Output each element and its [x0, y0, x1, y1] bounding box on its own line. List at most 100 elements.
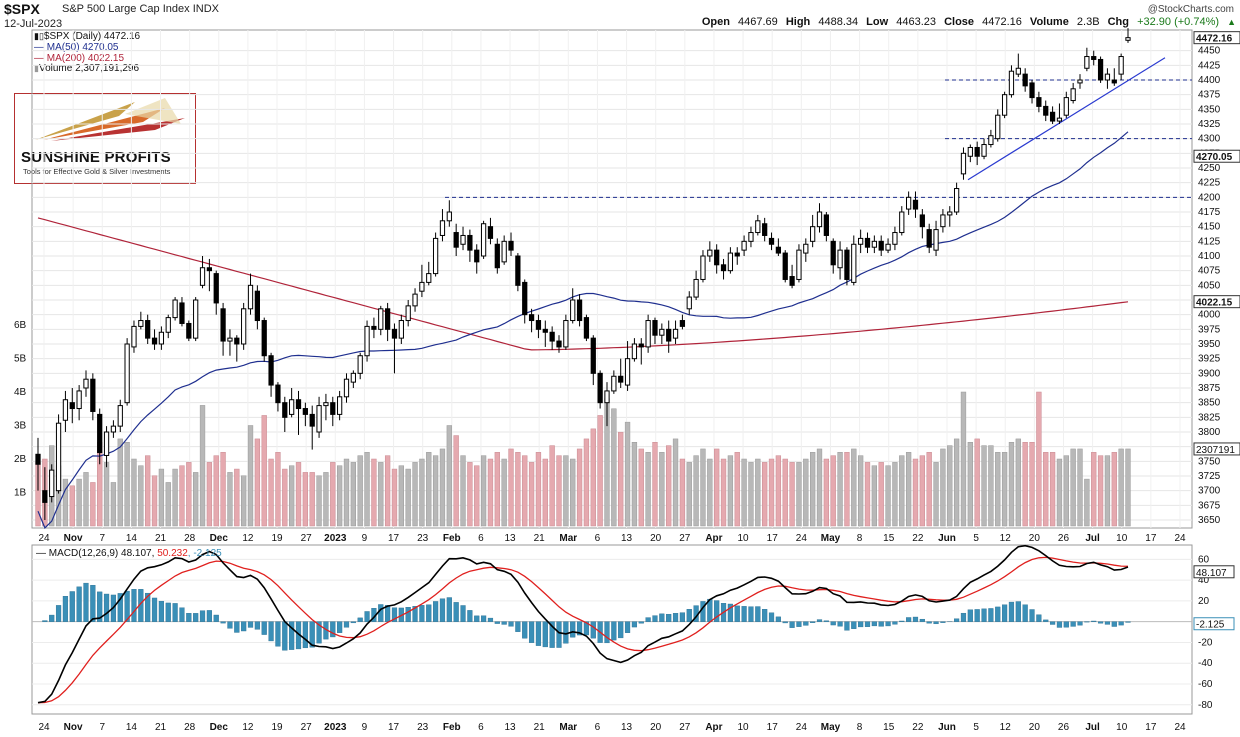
x-tick-label: Apr: [705, 533, 722, 544]
volume-bar: [172, 468, 178, 527]
volume-bar: [426, 452, 432, 527]
macd-legend-hist: , -2.125: [188, 548, 222, 559]
candle-down: [508, 240, 514, 251]
x-tick-label-macd: 21: [155, 722, 167, 733]
x-tick-label-macd: 13: [621, 722, 633, 733]
candle-down: [467, 234, 473, 251]
price-tick-label: 4450: [1198, 46, 1221, 57]
macd-histogram-bar: [145, 592, 151, 622]
volume-bar: [1125, 448, 1131, 527]
macd-histogram-bar: [302, 621, 308, 649]
price-tick-label: 4050: [1198, 280, 1221, 291]
volume-bar: [947, 445, 953, 527]
x-tick-label-macd: 2023: [324, 722, 347, 733]
macd-histogram-bar: [316, 621, 322, 644]
candle-up: [1015, 67, 1021, 75]
ma50-tag: 4270.05: [1196, 152, 1233, 163]
price-tick-label: 3700: [1198, 486, 1221, 497]
macd-histogram-bar: [1056, 621, 1063, 628]
volume-bar: [487, 458, 494, 527]
macd-histogram-bar: [391, 607, 398, 622]
legend-volume: ▮Volume 2,307,191,296: [34, 63, 139, 74]
macd-histogram-bar: [426, 604, 432, 622]
macd-histogram-bar: [995, 606, 1001, 622]
macd-panel-frame: [31, 544, 1193, 715]
high-value: 4488.34: [818, 16, 859, 28]
x-tick-label-macd: 15: [883, 722, 895, 733]
candle-down: [179, 302, 185, 324]
volume-bar: [672, 438, 679, 527]
macd-histogram-bar: [1125, 621, 1131, 623]
volume-bar: [330, 462, 336, 527]
candle-down: [542, 328, 548, 333]
candle-down: [734, 252, 740, 257]
candle-down: [590, 337, 596, 374]
macd-histogram-bar: [734, 605, 740, 622]
macd-histogram-bar: [433, 601, 439, 622]
volume-bar: [631, 442, 638, 527]
candle-down: [549, 331, 555, 342]
volume-bar: [350, 462, 356, 527]
macd-histogram-bar: [364, 611, 370, 622]
candle-down: [556, 340, 562, 348]
volume-bar: [892, 462, 898, 527]
volume-bar: [720, 458, 727, 527]
candle-down: [652, 320, 658, 336]
x-tick-label: Jun: [938, 533, 956, 544]
macd-histogram-bar: [933, 621, 939, 625]
macd-histogram-bar: [576, 621, 583, 636]
volume-bar: [988, 445, 994, 527]
candle-down: [535, 320, 542, 330]
candle-down: [220, 308, 226, 342]
stockcharts-credit[interactable]: @StockCharts.com: [1147, 4, 1234, 15]
candle-up: [1008, 70, 1015, 96]
candle-up: [193, 299, 199, 339]
price-tick-label: 4175: [1198, 207, 1221, 218]
volume-bar: [748, 462, 754, 527]
volume-bar: [412, 462, 418, 527]
candle-up: [49, 469, 55, 498]
macd-histogram-bar: [405, 607, 411, 622]
macd-histogram-bar: [926, 621, 932, 624]
logo-tagline: Tools for Effective Gold & Silver Invest…: [23, 167, 171, 176]
x-tick-label-macd: 14: [126, 722, 138, 733]
x-tick-label: 7: [99, 533, 105, 544]
trendline: [967, 57, 1166, 181]
macd-histogram-bar: [631, 621, 638, 628]
legend-ma200-text: MA(200) 4022.15: [46, 53, 125, 64]
macd-histogram-bar: [1070, 621, 1076, 627]
x-tick-label-macd: 6: [478, 722, 484, 733]
x-tick-label: 28: [184, 533, 196, 544]
candle-up: [659, 328, 665, 336]
macd-histogram-bar: [49, 614, 55, 622]
macd-histogram-bar: [878, 621, 884, 627]
volume-bar: [439, 448, 446, 527]
candle-up: [110, 425, 117, 433]
candle-up: [316, 405, 322, 433]
x-tick-label-macd: 28: [184, 722, 196, 733]
candle-down: [775, 246, 782, 254]
volume-bar: [590, 428, 596, 527]
x-tick-label-macd: 19: [271, 722, 283, 733]
macd-histogram-bar: [131, 589, 137, 622]
volume-bar: [789, 462, 795, 527]
candle-up: [741, 240, 747, 251]
candle-down: [254, 290, 260, 322]
volume-bar: [563, 455, 569, 527]
x-tick-label: 12: [242, 533, 254, 544]
candle-up: [810, 226, 816, 242]
candle-up: [981, 144, 987, 157]
candle-up: [960, 152, 967, 175]
x-tick-label: Mar: [559, 533, 577, 544]
price-tick-label: 3925: [1198, 354, 1221, 365]
x-tick-label-macd: 8: [857, 722, 863, 733]
candle-up: [247, 284, 254, 310]
macd-legend-value: 48.107,: [121, 548, 157, 559]
candle-up: [117, 405, 123, 427]
volume-bar: [659, 452, 665, 527]
macd-histogram-bar: [981, 608, 987, 622]
up-arrow-icon: ▲: [1227, 17, 1236, 27]
legend-ma200: — MA(200) 4022.15: [34, 53, 125, 64]
macd-histogram-bar: [563, 621, 569, 644]
price-tick-label: 4125: [1198, 236, 1221, 247]
